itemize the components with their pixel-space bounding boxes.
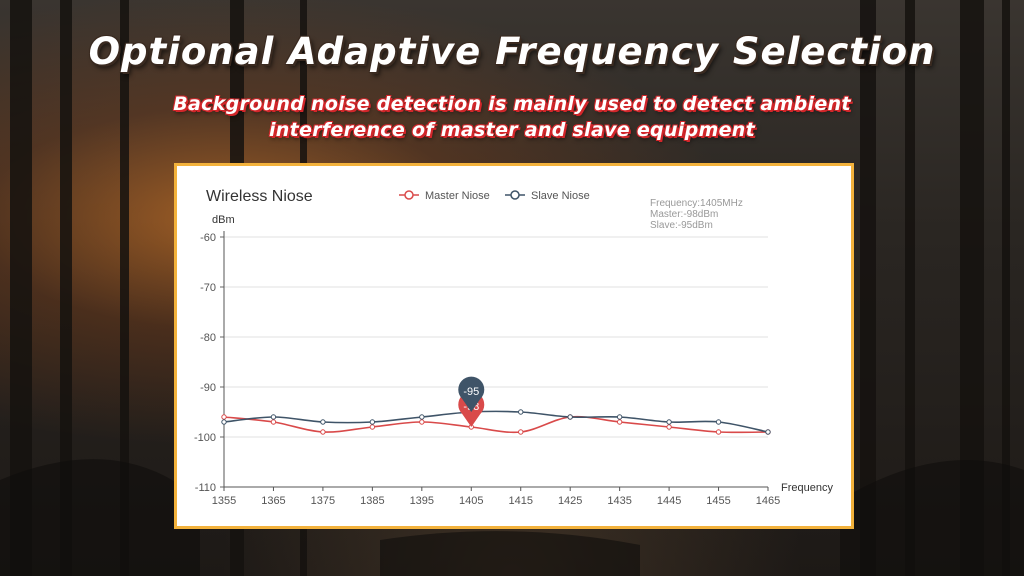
master-noise-point[interactable] [221, 414, 227, 420]
y-tick-label: -70 [200, 282, 216, 294]
master-noise-point[interactable] [616, 419, 623, 425]
slave-noise-point[interactable] [518, 409, 524, 415]
slave-noise-point[interactable] [666, 419, 672, 425]
x-tick-label: 1465 [756, 495, 780, 507]
slave-pin-marker [458, 376, 485, 412]
chart-card: Wireless Niose dBm Frequency Master Nios… [174, 163, 854, 529]
master-noise-point[interactable] [320, 429, 326, 435]
master-noise-point[interactable] [715, 429, 722, 435]
chart-title: Wireless Niose [206, 188, 313, 205]
y-tick-label: -100 [194, 432, 216, 444]
x-tick-label: 1445 [657, 495, 681, 507]
tooltip-master: Master:-98dBm [650, 209, 718, 220]
slave-noise-point[interactable] [567, 414, 573, 420]
wireless-noise-chart: Wireless Niose dBm Frequency Master Nios… [194, 188, 834, 507]
master-noise-point[interactable] [518, 429, 524, 435]
y-axis-label: dBm [212, 214, 235, 226]
x-tick-label: 1355 [212, 495, 236, 507]
y-tick-label: -90 [200, 382, 216, 394]
tooltip-slave: Slave:-95dBm [650, 220, 713, 231]
legend-slave-icon [510, 190, 520, 200]
master-noise-point[interactable] [270, 419, 277, 425]
x-tick-label: 1385 [360, 495, 384, 507]
slave-noise-point[interactable] [320, 419, 326, 425]
master-noise-line [223, 415, 769, 434]
slave-noise-point[interactable] [221, 419, 227, 425]
y-tick-label: -80 [200, 332, 216, 344]
x-tick-label: 1405 [459, 495, 483, 507]
subtitle-line-2: interference of master and slave equipme… [268, 119, 755, 141]
master-noise-point[interactable] [419, 419, 425, 425]
slave-noise-line [223, 410, 769, 433]
y-tick-label: -60 [200, 232, 216, 244]
chart-legend[interactable]: Master Niose Slave Niose [399, 190, 590, 202]
x-tick-label: 1455 [706, 495, 730, 507]
tooltip-frequency: Frequency:1405MHz [650, 198, 743, 209]
x-tick-label: 1425 [558, 495, 582, 507]
x-tick-label: 1365 [261, 495, 285, 507]
slave-noise-point[interactable] [270, 414, 277, 420]
master-noise-point[interactable] [369, 424, 376, 430]
slave-pin-label: -95 [463, 386, 479, 398]
x-tick-label: 1415 [508, 495, 532, 507]
x-axis-label: Frequency [781, 482, 833, 494]
slave-noise-point[interactable] [765, 429, 771, 435]
slave-noise-point[interactable] [616, 414, 623, 420]
legend-master-icon [404, 190, 414, 200]
page-title: Optional Adaptive Frequency Selection [88, 30, 936, 73]
x-tick-label: 1435 [607, 495, 631, 507]
slave-noise-point[interactable] [369, 419, 376, 425]
slave-noise-point[interactable] [715, 419, 722, 425]
tooltip-readout: Frequency:1405MHz Master:-98dBm Slave:-9… [650, 198, 743, 231]
x-tick-label: 1375 [311, 495, 335, 507]
legend-slave-label: Slave Niose [531, 190, 590, 202]
legend-master-label: Master Niose [425, 190, 490, 202]
subtitle-line-1: Background noise detection is mainly use… [173, 93, 851, 115]
master-noise-point[interactable] [666, 424, 672, 430]
y-tick-label: -110 [195, 482, 216, 494]
slave-noise-point[interactable] [419, 414, 425, 420]
x-tick-label: 1395 [410, 495, 434, 507]
